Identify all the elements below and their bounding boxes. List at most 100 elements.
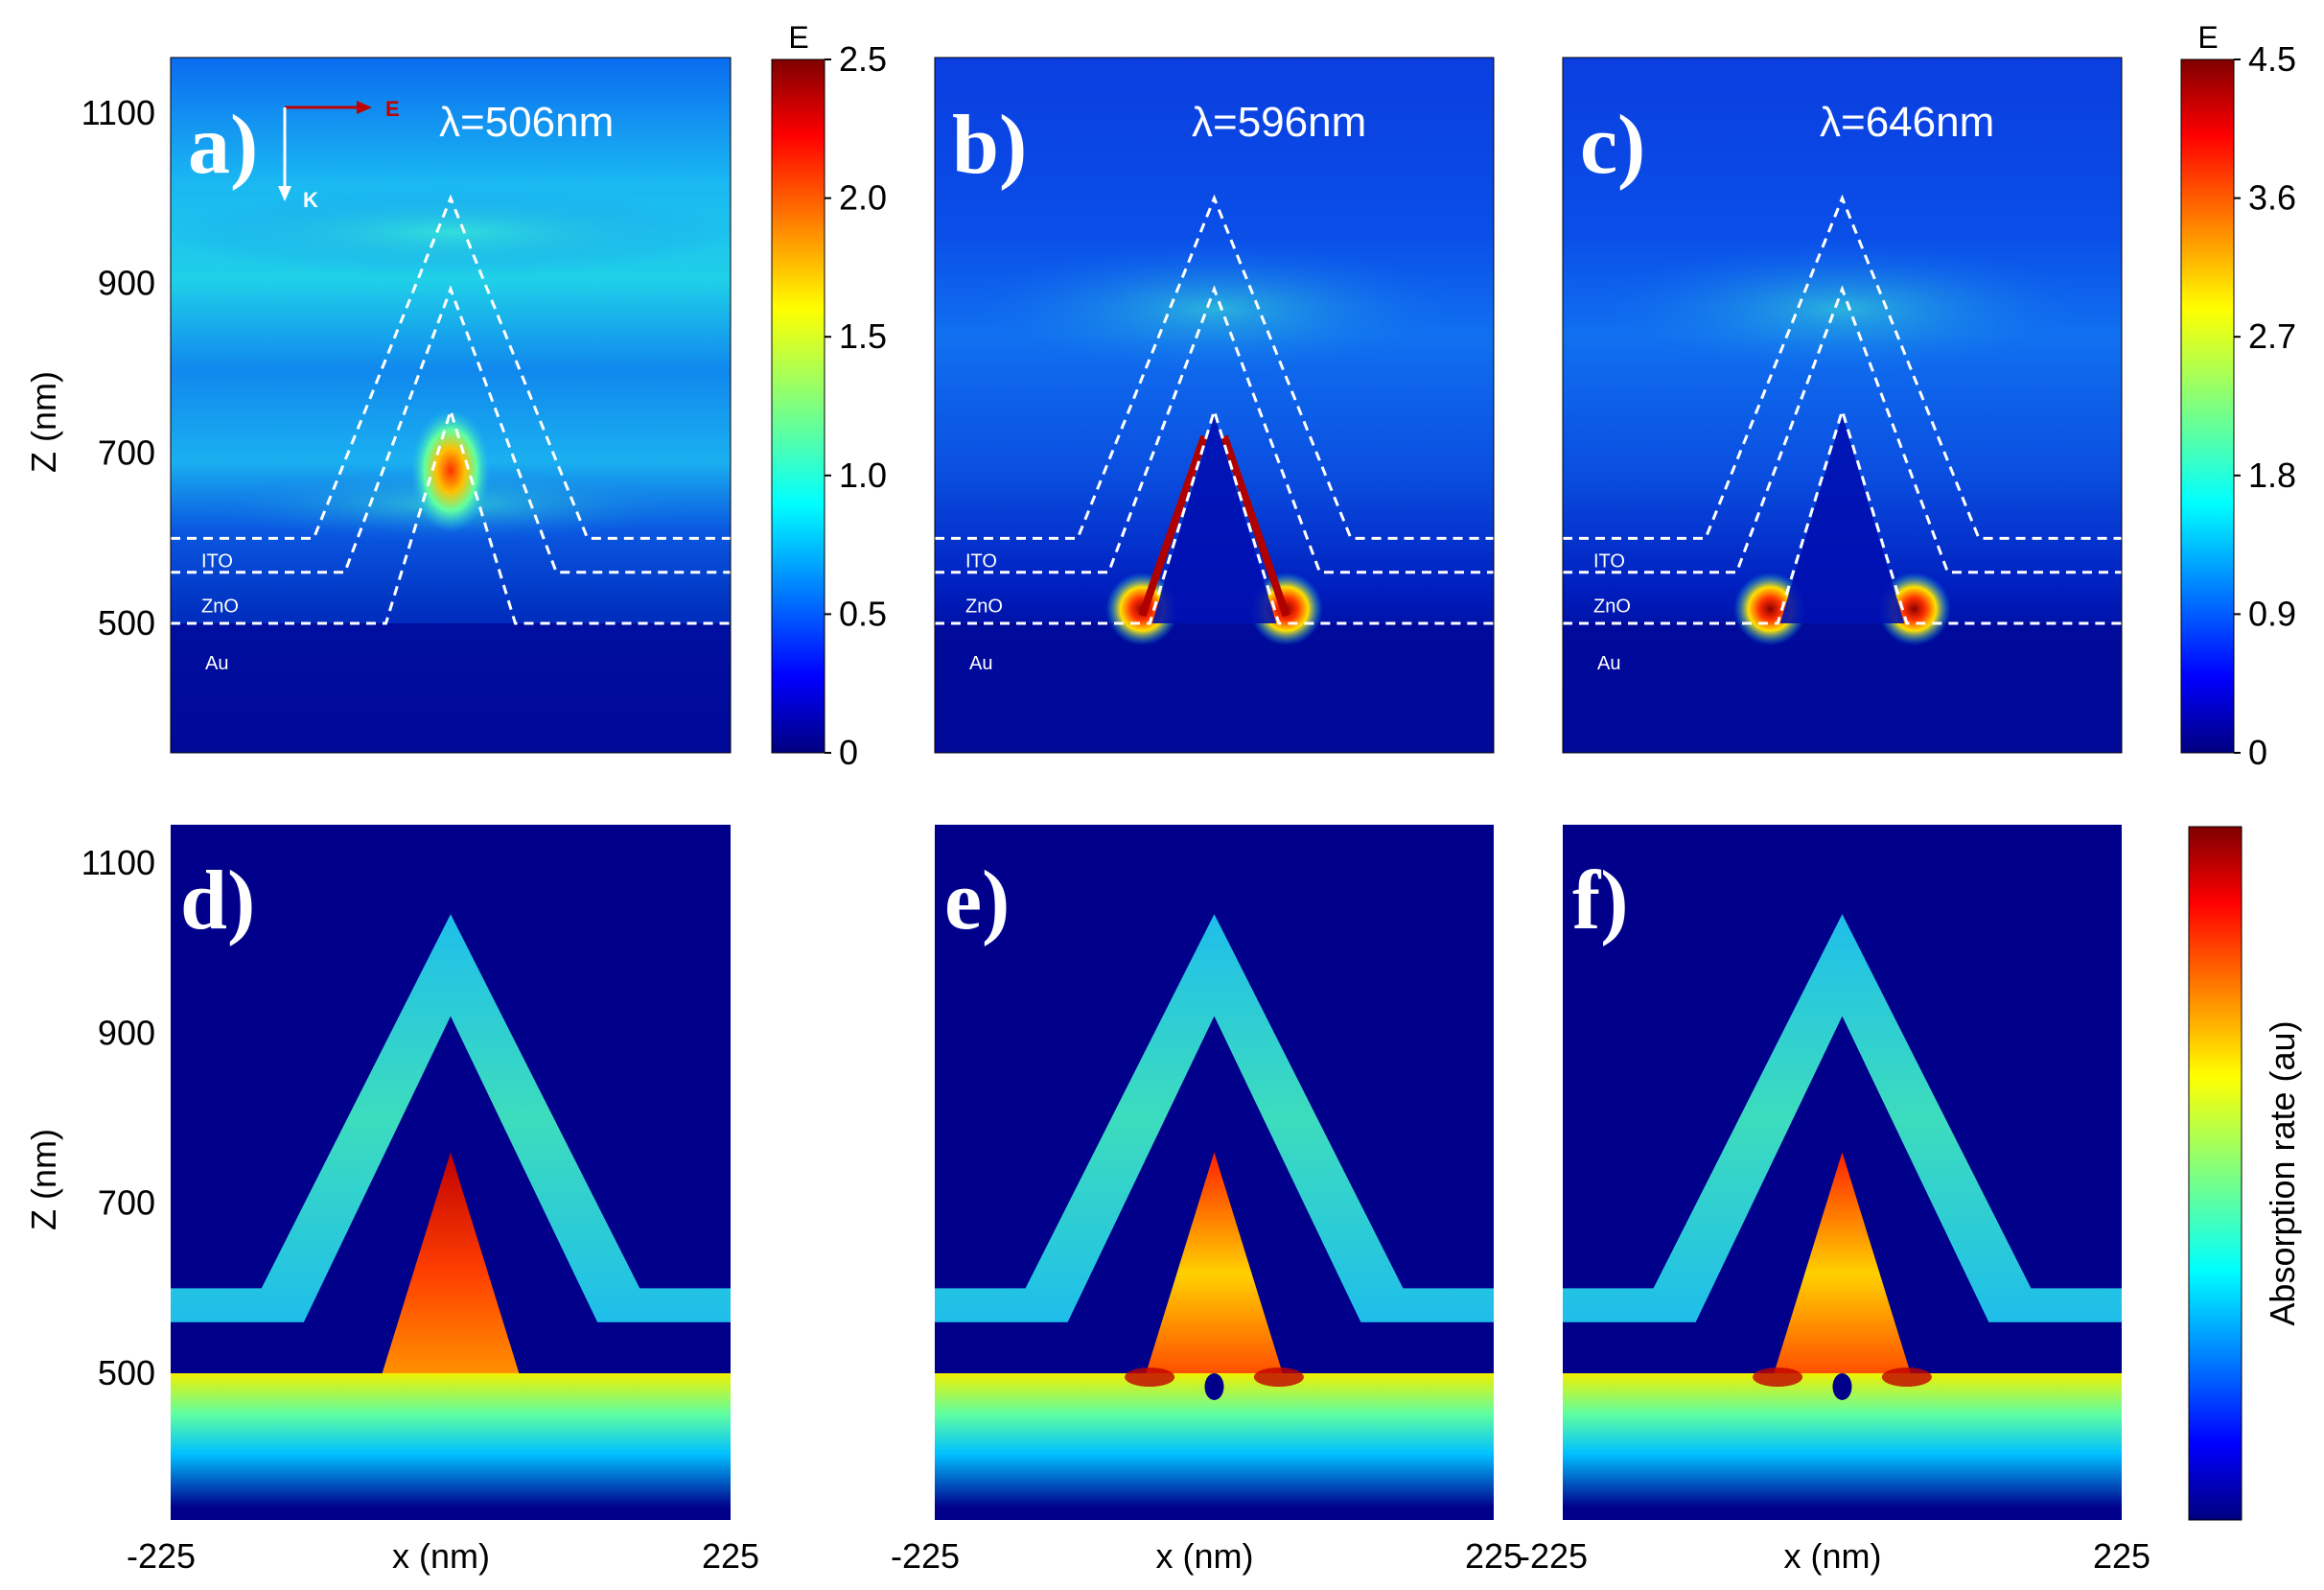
colorbar-tick-label: 1.8 <box>2248 456 2296 495</box>
layer-label-au: Au <box>205 653 228 674</box>
absorption-corner <box>1125 1368 1175 1387</box>
field-glow <box>163 189 738 276</box>
x-axis-title: x (nm) <box>1784 1536 1882 1576</box>
layer-label-ito: ITO <box>1593 551 1625 573</box>
colorbar-tick-label: 1.5 <box>839 316 887 356</box>
absorption-panel-e: e) -225 225 x (nm) <box>891 825 1522 1576</box>
colorbar-tick-label: 0 <box>839 733 858 772</box>
core-absorption <box>1774 1152 1911 1373</box>
y-tick-label: 700 <box>98 1183 155 1223</box>
colorbar-tick-label: 0.9 <box>2248 594 2296 633</box>
panel-letter: e) <box>944 854 1010 947</box>
x-axis-title: x (nm) <box>392 1536 490 1576</box>
shell-absorption <box>1563 914 2122 1322</box>
au-region <box>1563 623 2122 753</box>
panel-letter: a) <box>188 99 258 192</box>
plot-frame <box>1562 57 2123 754</box>
colorbar-title: E <box>788 20 808 55</box>
colorbar-tick-label: 2.7 <box>2248 316 2296 356</box>
y-tick-label: 500 <box>98 1353 155 1392</box>
colorbar-gradient <box>2180 58 2235 754</box>
k-label: K <box>303 188 318 212</box>
absorption-node <box>1204 1373 1224 1400</box>
ito-outline <box>1563 194 2122 540</box>
colorbar-title: E <box>2197 20 2218 55</box>
panel-letter: c) <box>1580 99 1645 192</box>
colorbar-title: Absorption rate (au) <box>2263 1020 2302 1325</box>
absorption-corner <box>1253 1368 1304 1387</box>
y-axis-row-1: 500 700 900 1100 Z (nm) <box>24 843 155 1392</box>
panel-letter: f) <box>1572 854 1629 947</box>
y-tick-label: 1100 <box>81 93 155 132</box>
k-arrow-head <box>278 186 291 201</box>
panel-letter: b) <box>952 99 1027 192</box>
au-region <box>171 623 731 753</box>
e-arrow-head <box>357 101 372 114</box>
x-tick-label: 225 <box>2093 1536 2150 1576</box>
core-triangle <box>1151 414 1277 623</box>
field-panel-b: ITO ZnO Au b) λ=596nm <box>934 57 1495 754</box>
absorption-panel-d: d) -225 225 x (nm) <box>127 825 759 1576</box>
panel-letter: d) <box>180 854 255 947</box>
field-panel-a: ITO ZnO Au a) λ=506nm <box>163 57 738 754</box>
hot-edge <box>1220 434 1290 618</box>
x-tick-label: -225 <box>127 1536 196 1576</box>
hotspot <box>410 408 491 533</box>
field-panel-c: ITO ZnO Au c) λ=646nm <box>1562 57 2123 754</box>
zno-outline <box>1563 285 2122 574</box>
core-triangle <box>1779 414 1905 623</box>
shell-absorption <box>171 914 731 1322</box>
plot-frame <box>934 57 1495 754</box>
x-tick-label: -225 <box>1519 1536 1588 1576</box>
colorbar-tick-label: 3.6 <box>2248 178 2296 218</box>
field-glow <box>1592 241 2092 376</box>
wavelength-label: λ=646nm <box>1820 99 1994 146</box>
ito-outline <box>935 194 1494 540</box>
colorbar-tick-label: 0.5 <box>839 594 887 633</box>
colorbar-tick-label: 2.0 <box>839 178 887 218</box>
colorbar-tick-label: 0 <box>2248 733 2267 772</box>
x-axis-title: x (nm) <box>1156 1536 1254 1576</box>
colorbar-gradient <box>2188 826 2243 1521</box>
au-region <box>935 623 1494 753</box>
y-tick-label: 900 <box>98 263 155 302</box>
field-glow <box>964 241 1464 376</box>
x-tick-label: -225 <box>891 1536 960 1576</box>
absorption-corner <box>1753 1368 1803 1387</box>
hot-edge <box>1138 434 1208 618</box>
layer-label-zno: ZnO <box>201 596 239 617</box>
layer-label-zno: ZnO <box>965 596 1003 617</box>
colorbar-c: 0 0.9 1.8 2.7 3.6 4.5 E <box>2180 20 2296 772</box>
layer-label-au: Au <box>1597 653 1620 674</box>
y-axis-title: Z (nm) <box>24 371 63 473</box>
colorbar-tick-label: 1.0 <box>839 456 887 495</box>
layer-label-ito: ITO <box>965 551 997 573</box>
y-tick-label: 1100 <box>81 843 155 882</box>
shell-absorption <box>935 914 1494 1322</box>
y-axis-row-0: 500 700 900 1100 Z (nm) <box>24 93 155 643</box>
y-tick-label: 700 <box>98 433 155 473</box>
zno-outline <box>935 285 1494 574</box>
x-tick-label: 225 <box>1465 1536 1522 1576</box>
x-tick-label: 225 <box>702 1536 759 1576</box>
layer-label-au: Au <box>969 653 992 674</box>
core-absorption <box>1146 1152 1283 1373</box>
y-tick-label: 900 <box>98 1013 155 1052</box>
absorption-node <box>1832 1373 1852 1400</box>
absorption-corner <box>1881 1368 1932 1387</box>
colorbar-tick-label: 2.5 <box>839 39 887 79</box>
e-label: E <box>385 97 400 121</box>
absorption-panel-f: f) -225 225 x (nm) <box>1519 825 2150 1576</box>
layer-label-zno: ZnO <box>1593 596 1631 617</box>
polarization-indicator: EK <box>278 97 400 212</box>
wavelength-label: λ=596nm <box>1192 99 1366 146</box>
layer-label-ito: ITO <box>201 551 233 573</box>
colorbar-f: Absorption rate (au) <box>2188 826 2302 1521</box>
zno-outline <box>171 285 731 574</box>
y-tick-label: 500 <box>98 603 155 643</box>
y-axis-title: Z (nm) <box>24 1129 63 1230</box>
ito-outline <box>171 194 731 540</box>
wavelength-label: λ=506nm <box>439 99 614 146</box>
au-absorption-band <box>171 1373 731 1508</box>
